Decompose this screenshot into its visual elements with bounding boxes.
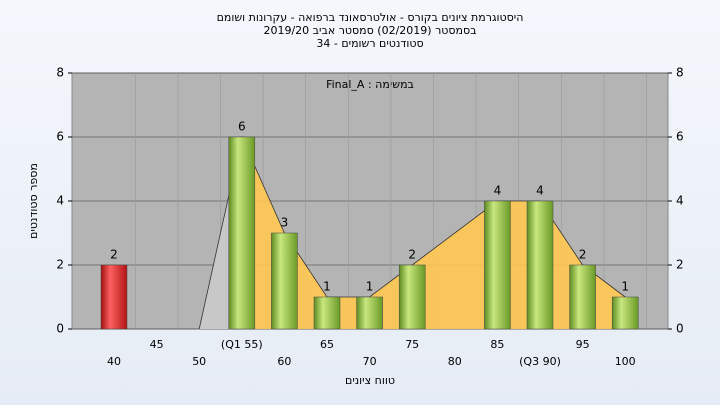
bar: [484, 200, 511, 330]
bar: [569, 264, 596, 330]
data-label: 1: [323, 280, 331, 294]
x-tick-label: 60: [277, 355, 291, 368]
data-label: 1: [621, 280, 629, 294]
chart-title: סטודנטים רשומים - 34: [316, 37, 423, 50]
annotation: במשימה : Final_A: [326, 78, 414, 91]
data-label: 2: [408, 248, 416, 262]
y-tick-label: 6: [56, 130, 64, 144]
chart-title: בסמסטר (02/2019) סמסטר אביב 2019/20: [263, 24, 476, 37]
x-tick-label: 75: [405, 338, 419, 351]
x-tick-label: 95: [576, 338, 590, 351]
y2-tick-label: 4: [676, 194, 684, 208]
x-tick-label: (Q1 55): [221, 338, 263, 351]
y2-tick-label: 6: [676, 130, 684, 144]
x-tick-label: 50: [192, 355, 206, 368]
x-tick-label: 100: [615, 355, 636, 368]
x-tick-label: 80: [448, 355, 462, 368]
y2-tick-label: 0: [676, 322, 684, 336]
data-label: 2: [110, 248, 118, 262]
y2-tick-label: 8: [676, 66, 684, 80]
y-tick-label: 8: [56, 66, 64, 80]
data-label: 3: [281, 216, 289, 230]
x-axis-label: טווח ציונים: [345, 374, 395, 387]
distribution-area: [199, 137, 626, 329]
bar: [271, 232, 298, 330]
data-label: 4: [494, 184, 502, 198]
bar: [611, 296, 639, 330]
y-tick-label: 0: [56, 322, 64, 336]
x-tick-label: 40: [107, 355, 121, 368]
data-label: 4: [536, 184, 544, 198]
data-label: 2: [579, 248, 587, 262]
data-label: 1: [366, 280, 374, 294]
y-tick-label: 2: [56, 258, 64, 272]
bar: [356, 296, 383, 330]
x-tick-label: 65: [320, 338, 334, 351]
y-tick-label: 4: [56, 194, 64, 208]
data-label: 6: [238, 120, 246, 134]
y2-tick-label: 2: [676, 258, 684, 272]
x-tick-label: 70: [363, 355, 377, 368]
bar: [228, 136, 256, 330]
y-axis-label: מספר סטודנטים: [27, 163, 40, 239]
bar: [100, 264, 128, 330]
bar: [313, 296, 341, 330]
bar: [398, 264, 426, 330]
x-tick-label: (Q3 90): [519, 355, 561, 368]
bar: [526, 200, 554, 330]
distribution-line: [198, 135, 626, 330]
x-tick-label: 45: [150, 338, 164, 351]
x-tick-label: 85: [490, 338, 504, 351]
chart-title: היסטוגרמת ציונים בקורס - אולטרסאונד ברפו…: [217, 11, 524, 24]
